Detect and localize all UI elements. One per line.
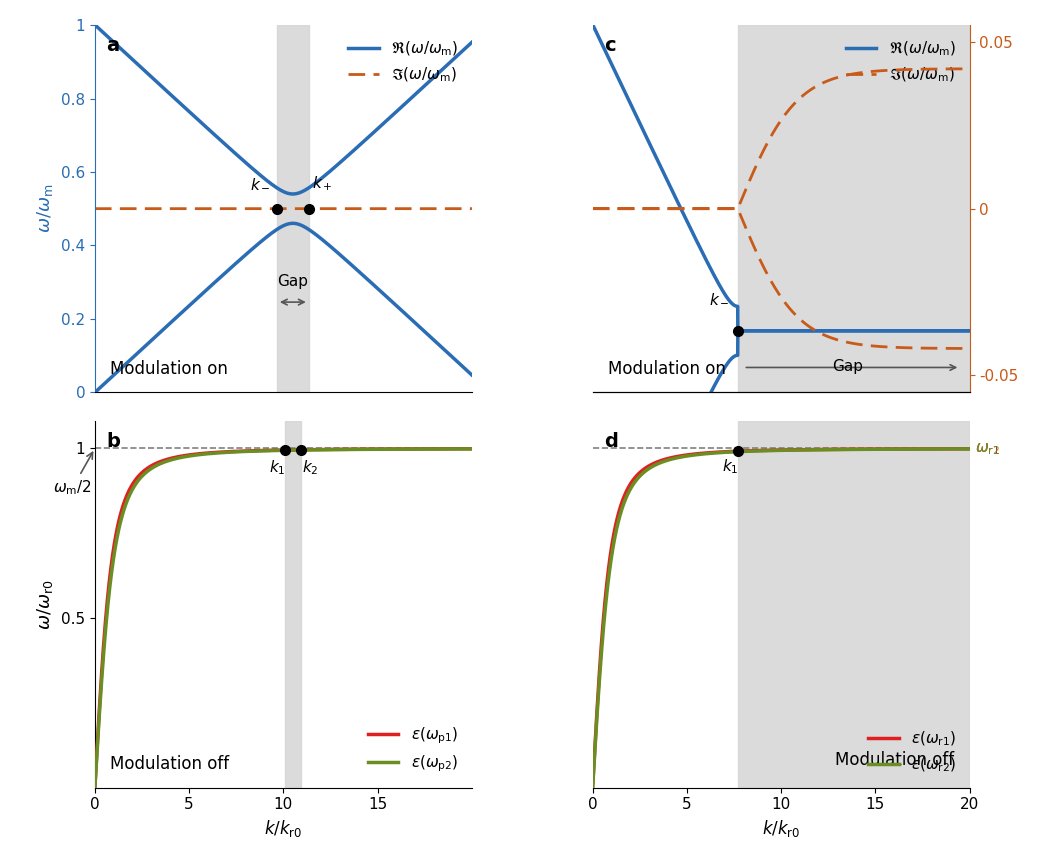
Legend: $\varepsilon(\omega_\mathrm{r1})$, $\varepsilon(\omega_\mathrm{r2})$: $\varepsilon(\omega_\mathrm{r1})$, $\var… [862, 723, 962, 780]
Text: Modulation on: Modulation on [608, 360, 725, 378]
Text: Gap: Gap [277, 274, 309, 289]
Y-axis label: $\omega/\omega_\mathrm{m}$: $\omega/\omega_\mathrm{m}$ [36, 184, 55, 234]
Text: $k_-$: $k_-$ [708, 291, 729, 307]
Bar [738, 421, 970, 788]
Text: $k_-$: $k_-$ [250, 176, 271, 191]
Text: $\omega_\mathrm{m}/2$: $\omega_\mathrm{m}/2$ [54, 452, 93, 497]
Text: d: d [604, 432, 618, 451]
Bar [285, 421, 300, 788]
Text: Gap: Gap [832, 358, 862, 374]
Bar [738, 25, 970, 392]
Legend: $\mathfrak{R}(\omega/\omega_\mathrm{m})$, $\mathfrak{I}(\omega/\omega_\mathrm{m}: $\mathfrak{R}(\omega/\omega_\mathrm{m})$… [840, 33, 962, 90]
Text: $k_+$: $k_+$ [312, 174, 332, 193]
Text: $k_1$: $k_1$ [722, 457, 739, 476]
X-axis label: $k/k_\mathrm{r0}$: $k/k_\mathrm{r0}$ [762, 818, 800, 839]
Text: Modulation on: Modulation on [110, 360, 228, 378]
Text: b: b [106, 432, 120, 451]
Text: $k_1$: $k_1$ [269, 458, 286, 477]
Y-axis label: $\omega/\omega_\mathrm{r0}$: $\omega/\omega_\mathrm{r0}$ [36, 579, 56, 630]
Bar [277, 25, 309, 392]
Text: c: c [604, 36, 616, 55]
Legend: $\mathfrak{R}(\omega/\omega_\mathrm{m})$, $\mathfrak{I}(\omega/\omega_\mathrm{m}: $\mathfrak{R}(\omega/\omega_\mathrm{m})$… [341, 33, 465, 90]
Text: a: a [106, 36, 119, 55]
Text: $\omega_\mathrm{r1}$: $\omega_\mathrm{r1}$ [975, 441, 1000, 457]
Text: Modulation off: Modulation off [110, 756, 229, 773]
Text: Modulation off: Modulation off [836, 751, 955, 769]
X-axis label: $k/k_\mathrm{r0}$: $k/k_\mathrm{r0}$ [265, 818, 302, 839]
Legend: $\varepsilon(\omega_\mathrm{p1})$, $\varepsilon(\omega_\mathrm{p2})$: $\varepsilon(\omega_\mathrm{p1})$, $\var… [362, 719, 465, 780]
Text: $\omega_\mathrm{r2}$: $\omega_\mathrm{r2}$ [975, 441, 1000, 457]
Text: $k_2$: $k_2$ [301, 458, 318, 477]
